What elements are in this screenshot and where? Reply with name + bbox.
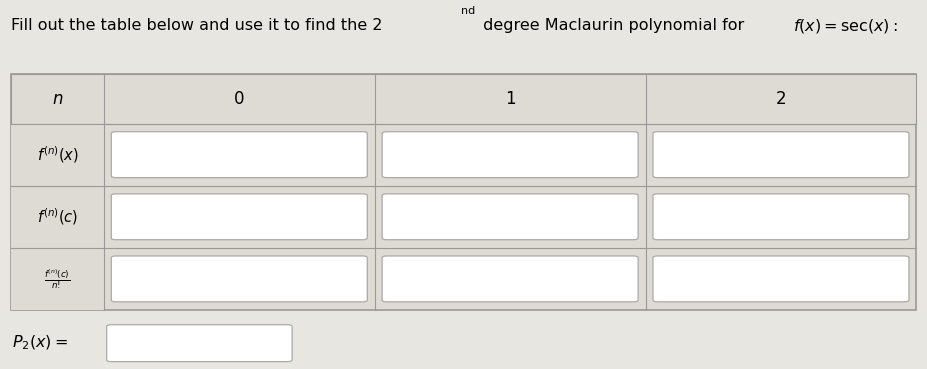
Text: $n$: $n$: [52, 90, 63, 108]
FancyBboxPatch shape: [382, 256, 638, 302]
Text: Fill out the table below and use it to find the 2: Fill out the table below and use it to f…: [11, 18, 382, 33]
Text: 2: 2: [775, 90, 785, 108]
Bar: [11, 124, 104, 186]
Text: 0: 0: [234, 90, 245, 108]
FancyBboxPatch shape: [382, 132, 638, 177]
FancyBboxPatch shape: [653, 194, 908, 240]
FancyBboxPatch shape: [382, 194, 638, 240]
Text: 1: 1: [504, 90, 514, 108]
FancyBboxPatch shape: [111, 132, 367, 177]
Text: degree Maclaurin polynomial for: degree Maclaurin polynomial for: [477, 18, 758, 33]
FancyBboxPatch shape: [653, 132, 908, 177]
Bar: [11, 248, 104, 310]
FancyBboxPatch shape: [653, 256, 908, 302]
Bar: [11, 74, 915, 124]
FancyBboxPatch shape: [107, 325, 292, 362]
Text: $f^{(n)}(x)$: $f^{(n)}(x)$: [36, 144, 79, 165]
Text: nd: nd: [461, 6, 475, 16]
Bar: [11, 186, 104, 248]
FancyBboxPatch shape: [111, 256, 367, 302]
Text: $\frac{f^{(n)}(c)}{n!}$: $\frac{f^{(n)}(c)}{n!}$: [44, 267, 70, 290]
Text: $P_2(x) =$: $P_2(x) =$: [12, 334, 68, 352]
FancyBboxPatch shape: [111, 194, 367, 240]
Text: $f(x) = \sec(x):$: $f(x) = \sec(x):$: [793, 17, 896, 35]
Text: $f^{(n)}(c)$: $f^{(n)}(c)$: [37, 206, 78, 227]
Bar: [11, 74, 915, 310]
